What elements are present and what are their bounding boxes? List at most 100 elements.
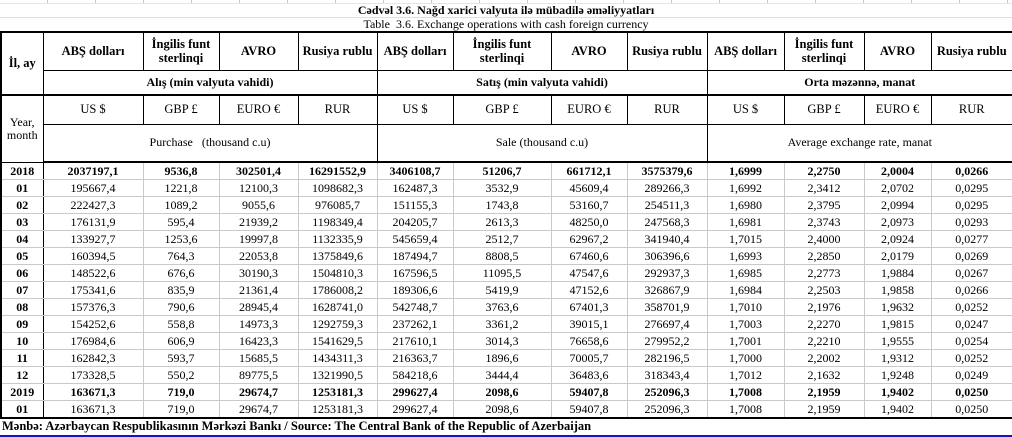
cell-period: 03 [0,213,44,231]
currency-header-az: AVRO [550,31,628,71]
cell-value: 3014,3 [452,332,552,350]
cell-value: 48250,0 [550,213,628,231]
table-row: 01 195667,4 1221,8 12100,3 1098682,3 162487,3… [0,179,1012,197]
cell-value: 0,0250 [930,400,1012,419]
cell-value: 0,0295 [930,196,1012,214]
cell-value: 12100,3 [218,179,299,197]
cell-value: 1,9402 [863,383,932,401]
cell-value: 299627,4 [376,400,454,419]
cell-value: 0,0250 [930,383,1012,401]
cell-value: 2,2002 [783,349,865,367]
cell-value: 595,4 [142,213,220,231]
cell-value: 0,0269 [930,247,1012,265]
cell-value: 0,0295 [930,179,1012,197]
cell-period: 12 [0,366,44,384]
cell-value: 222427,3 [42,196,144,214]
currency-header-en: US $ [42,94,144,125]
table-row: 2019 163671,3 719,0 29674,7 1253181,3 299627,… [0,383,1012,401]
cell-value: 976085,7 [297,196,378,214]
cell-value: 1,7012 [706,366,785,384]
cell-value: 29674,7 [218,383,299,401]
currency-header-en: EURO € [550,94,628,125]
cell-value: 1,9248 [863,366,932,384]
cell-value: 254511,3 [626,196,708,214]
cell-value: 67401,3 [550,298,628,316]
cell-value: 661712,1 [550,161,628,180]
group-header-rate-en: Average exchange rate, manat [706,124,1012,163]
cell-value: 163671,3 [42,400,144,419]
currency-header-en: GBP £ [452,94,552,125]
cell-value: 216363,7 [376,349,454,367]
cell-value: 162842,3 [42,349,144,367]
currency-header-az: ABŞ dolları [376,31,454,71]
cell-value: 30190,3 [218,264,299,282]
currency-header-en: RUR [297,94,378,125]
currency-header-en: EURO € [863,94,932,125]
table-row: 01 163671,3 719,0 29674,7 1253181,3 299627,4 2… [0,400,1012,419]
cell-value: 1,7008 [706,383,785,401]
cell-period: 01 [0,179,44,197]
cell-value: 0,0277 [930,230,1012,248]
cell-value: 2,1959 [783,400,865,419]
currency-header-en: EURO € [218,94,299,125]
cell-value: 2,2850 [783,247,865,265]
cell-value: 2,1976 [783,298,865,316]
cell-value: 1,9815 [863,315,932,333]
currency-header-az: AVRO [863,31,932,71]
cell-value: 1,6992 [706,179,785,197]
currency-header-en: RUR [930,94,1012,125]
table-row: 07 175341,6 835,9 21361,4 1786008,2 189306,6 5… [0,281,1012,299]
cell-value: 1132335,9 [297,230,378,248]
cell-value: 1434311,3 [297,349,378,367]
cell-value: 0,0254 [930,332,1012,350]
cell-period: 10 [0,332,44,350]
cell-value: 1321990,5 [297,366,378,384]
cell-value: 36483,6 [550,366,628,384]
cell-value: 1,6985 [706,264,785,282]
cell-value: 2,0702 [863,179,932,197]
cell-value: 2,4000 [783,230,865,248]
cell-value: 175341,6 [42,281,144,299]
cell-value: 302501,4 [218,161,299,180]
cell-value: 1,7010 [706,298,785,316]
period-header-az: İl, ay [0,31,44,96]
cell-period: 05 [0,247,44,265]
cell-value: 282196,5 [626,349,708,367]
cell-value: 3575379,6 [626,161,708,180]
cell-value: 835,9 [142,281,220,299]
group-header-purchase-en: Purchase (thousand c.u) [42,124,378,163]
cell-value: 289266,3 [626,179,708,197]
cell-value: 2,2503 [783,281,865,299]
cell-value: 2098,6 [452,383,552,401]
currency-header-en: GBP £ [142,94,220,125]
table-header: İl, ay ABŞ dolları İngilis funt sterlinqi… [0,31,1012,163]
cell-value: 2,1959 [783,383,865,401]
cell-value: 1,9884 [863,264,932,282]
cell-value: 1375849,6 [297,247,378,265]
cell-value: 15685,5 [218,349,299,367]
cell-value: 1292759,3 [297,315,378,333]
cell-value: 306396,6 [626,247,708,265]
cell-period: 2019 [0,383,44,401]
cell-value: 247568,3 [626,213,708,231]
cell-value: 1,6999 [706,161,785,180]
cell-value: 167596,5 [376,264,454,282]
cell-value: 2,0179 [863,247,932,265]
cell-value: 1,6981 [706,213,785,231]
cell-value: 2512,7 [452,230,552,248]
cell-value: 2,2210 [783,332,865,350]
currency-header-az: ABŞ dolları [42,31,144,71]
cell-value: 0,0266 [930,161,1012,180]
cell-value: 1743,8 [452,196,552,214]
cell-value: 358701,9 [626,298,708,316]
table-row: 08 157376,3 790,6 28945,4 1628741,0 542748,7 3… [0,298,1012,316]
cell-value: 790,6 [142,298,220,316]
cell-value: 76658,6 [550,332,628,350]
cell-value: 593,7 [142,349,220,367]
cell-value: 1,7003 [706,315,785,333]
cell-value: 1,9632 [863,298,932,316]
cell-value: 173328,5 [42,366,144,384]
cell-value: 1,7015 [706,230,785,248]
currency-header-en: US $ [376,94,454,125]
table-title-az: Cədvəl 3.6. Nağd xarici valyuta ilə müba… [0,4,1012,18]
